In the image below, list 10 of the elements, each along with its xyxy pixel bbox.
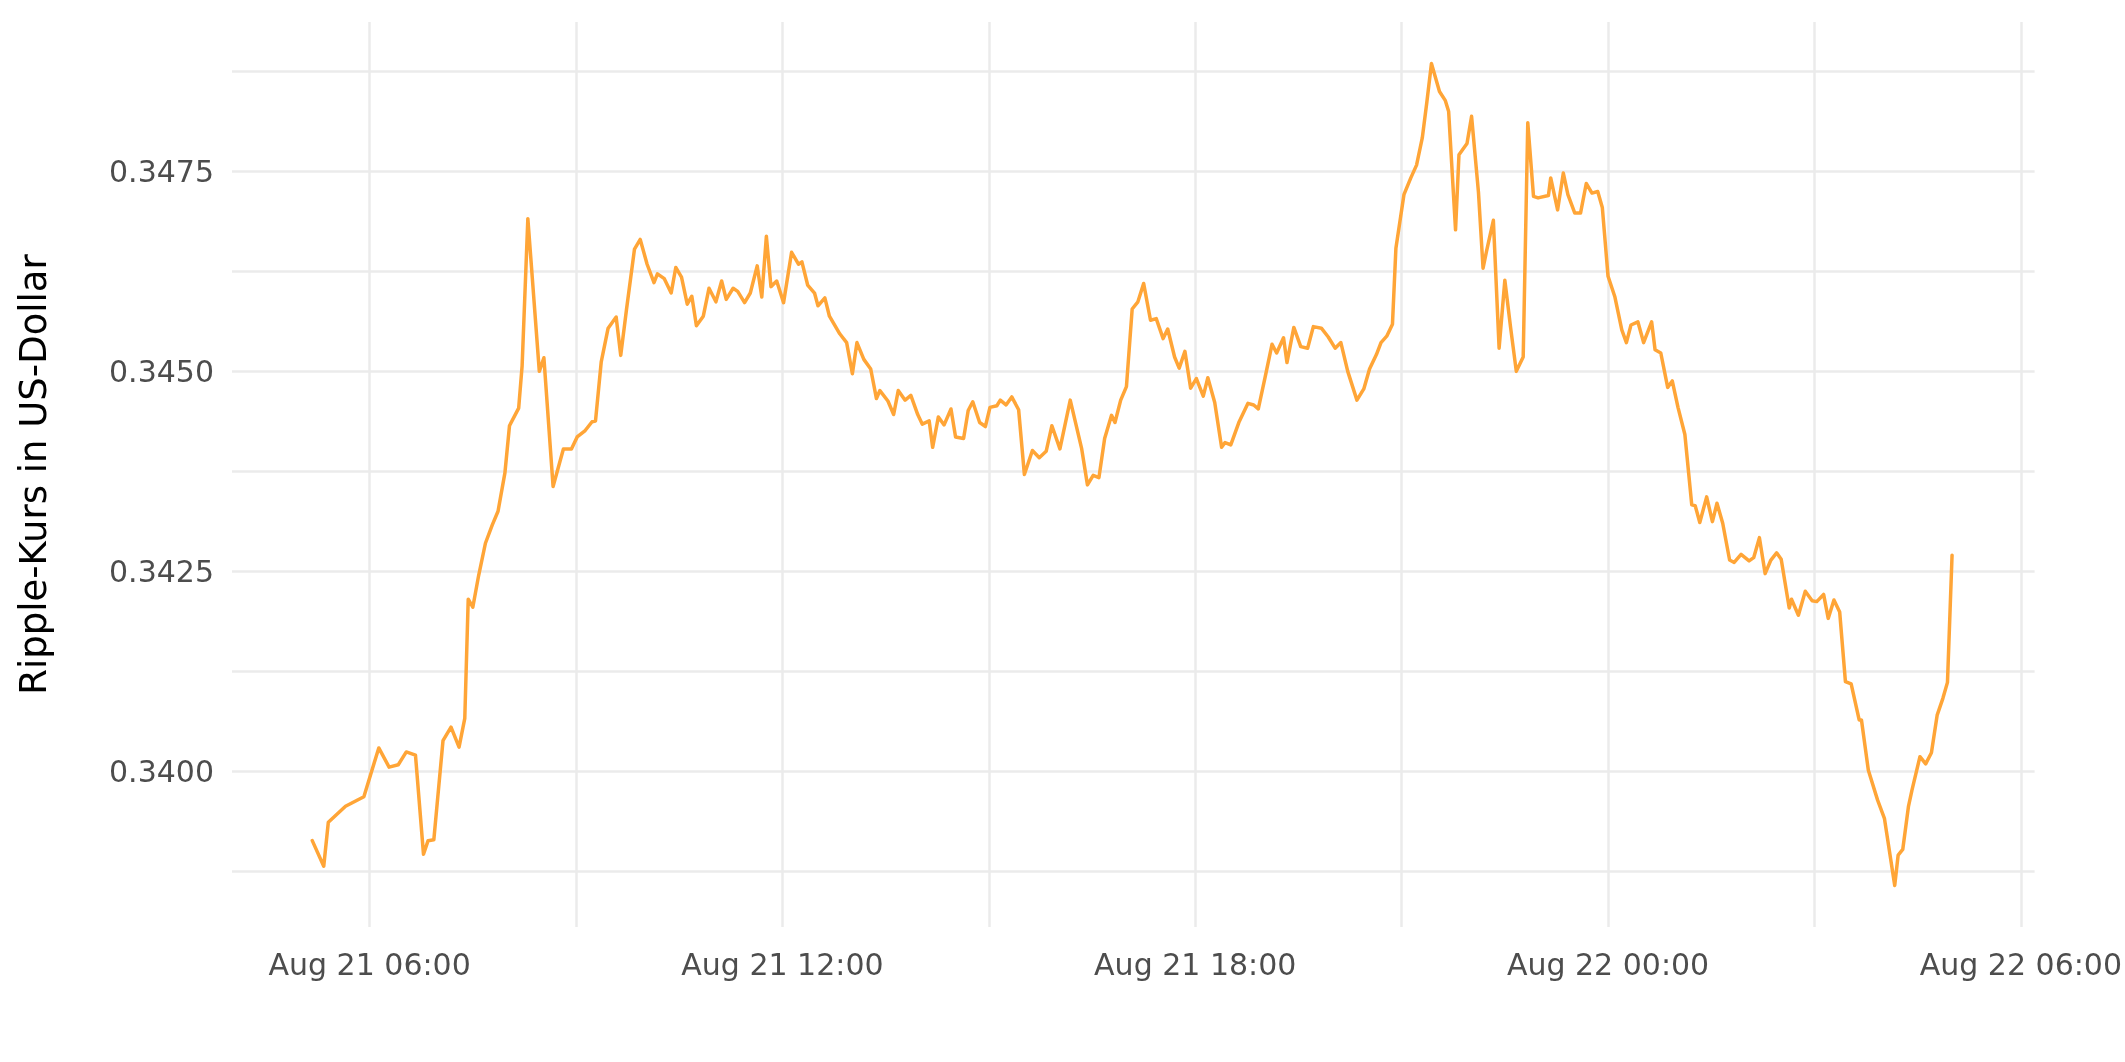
x-tick-label: Aug 21 12:00 [681,946,884,982]
y-tick-label: 0.3425 [109,553,214,589]
x-tick-label: Aug 21 06:00 [268,946,471,982]
y-axis-title: Ripple-Kurs in US-Dollar [12,253,55,695]
x-tick-label: Aug 22 00:00 [1506,946,1710,982]
x-tick-label: Aug 22 06:00 [1919,946,2122,982]
x-tick-label: Aug 21 18:00 [1094,946,1297,982]
y-tick-label: 0.3400 [109,753,214,789]
y-tick-label: 0.3475 [109,154,214,189]
y-tick-label: 0.3450 [109,353,214,389]
